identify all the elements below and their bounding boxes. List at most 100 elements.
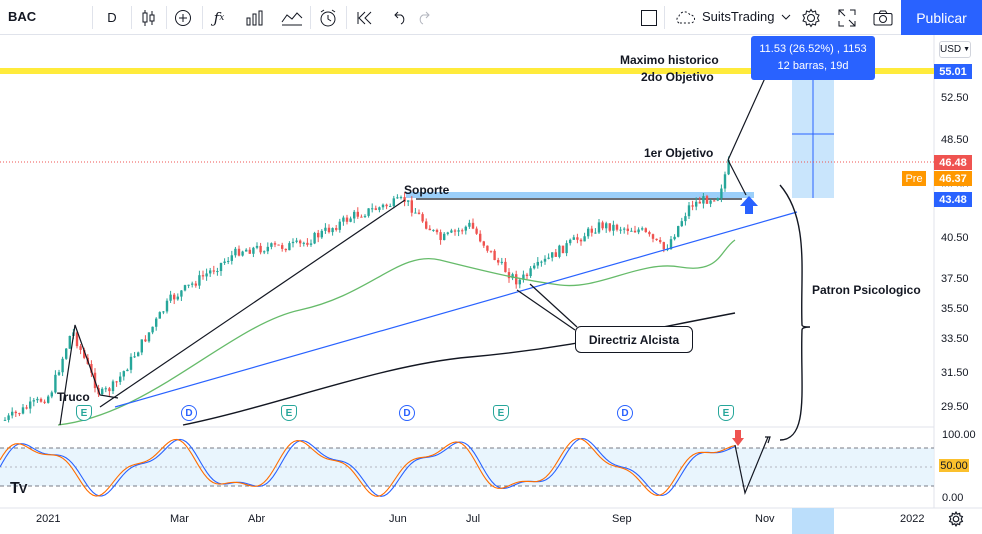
candle-body	[248, 249, 251, 254]
candle-body	[432, 229, 435, 231]
publish-button[interactable]: Publicar	[901, 0, 982, 35]
candle-body	[569, 239, 572, 244]
candle-body	[90, 364, 93, 373]
candle-body	[18, 413, 21, 415]
annotation-trick[interactable]: Truco	[57, 390, 90, 404]
candles-icon[interactable]	[138, 5, 160, 30]
candle-body	[68, 336, 71, 349]
candle-body	[576, 237, 579, 240]
callout-trendline[interactable]: Directriz Alcista	[575, 326, 693, 353]
candle-body	[543, 258, 547, 262]
annotation-first-target[interactable]: 1er Objetivo	[644, 146, 714, 160]
candle-body	[461, 230, 464, 232]
tradingview-logo: TV	[10, 480, 27, 497]
annotation-pattern[interactable]: Patron Psicologico	[812, 283, 921, 297]
osc-tick: 0.00	[942, 492, 964, 504]
candle-body	[255, 245, 259, 248]
candle-body	[515, 274, 518, 285]
up-arrow-icon	[740, 196, 758, 214]
alert-icon[interactable]	[317, 5, 339, 30]
candle-body	[533, 265, 536, 269]
toolbar-divider	[202, 6, 203, 29]
trendline-blue	[114, 211, 798, 408]
price-tick: 31.50	[941, 367, 969, 379]
undo-icon[interactable]	[388, 5, 410, 30]
templates-icon[interactable]	[244, 5, 266, 30]
fullscreen-icon[interactable]	[836, 5, 858, 30]
gear-icon[interactable]	[948, 511, 964, 527]
symbol-search[interactable]: BAC	[8, 9, 37, 24]
chart-style-icon[interactable]	[280, 5, 304, 30]
annotation-max-historic[interactable]: Maximo historico	[620, 53, 719, 67]
candle-body	[119, 376, 122, 382]
candle-body	[407, 200, 410, 202]
cloud-icon	[676, 10, 695, 23]
candle-body	[561, 245, 565, 254]
dividend-icon[interactable]: D	[617, 405, 633, 421]
candle-body	[403, 197, 406, 202]
candle-body	[108, 388, 111, 392]
candle-body	[320, 230, 323, 238]
toolbar-divider	[92, 6, 93, 29]
candle-body	[259, 245, 262, 253]
candle-body	[353, 211, 356, 219]
candle-body	[468, 222, 471, 227]
candle-body	[317, 232, 320, 238]
candle-body	[536, 261, 539, 266]
candle-body	[173, 294, 176, 300]
candle-body	[363, 215, 367, 217]
candle-body	[698, 201, 701, 204]
candle-body	[687, 205, 691, 217]
interval-button[interactable]: D	[107, 10, 117, 25]
candle-body	[273, 243, 277, 245]
candle-body	[191, 283, 194, 285]
candle-body	[381, 204, 385, 208]
layout-icon[interactable]	[638, 5, 660, 30]
candle-body	[227, 260, 230, 262]
candle-body	[104, 388, 107, 390]
annotation-support[interactable]: Soporte	[404, 183, 450, 197]
add-compare-icon[interactable]	[172, 5, 194, 30]
candle-body	[137, 352, 140, 357]
candle-body	[288, 243, 291, 251]
settings-icon[interactable]	[800, 5, 822, 30]
candle-body	[36, 398, 39, 401]
candle-body	[493, 250, 496, 261]
candle-body	[486, 245, 489, 251]
candle-body	[428, 228, 431, 231]
osc-tick: 100.00	[942, 429, 976, 441]
annotation-second-target[interactable]: 2do Objetivo	[641, 70, 714, 84]
currency-select[interactable]: USD ▼	[939, 41, 971, 58]
candle-body	[21, 407, 25, 414]
candle-body	[165, 300, 169, 312]
price-chart[interactable]	[0, 35, 982, 534]
dividend-icon[interactable]: D	[181, 405, 197, 421]
replay-icon[interactable]	[354, 5, 376, 30]
candle-body	[558, 245, 561, 257]
earnings-icon[interactable]: E	[76, 405, 92, 421]
candle-body	[111, 381, 115, 392]
candle-body	[284, 248, 287, 251]
candle-body	[522, 274, 525, 280]
candle-body	[680, 221, 683, 227]
earnings-icon[interactable]: E	[281, 405, 297, 421]
candle-body	[691, 205, 694, 207]
candle-body	[14, 411, 17, 414]
account-menu[interactable]: SuitsTrading	[674, 9, 791, 24]
price-tick: 35.50	[941, 303, 969, 315]
candle-body	[511, 274, 514, 279]
candle-body	[450, 230, 453, 233]
camera-icon[interactable]	[872, 5, 894, 30]
candle-body	[126, 369, 129, 372]
measure-label[interactable]: 11.53 (26.52%) , 1153 12 barras, 19d	[751, 36, 875, 80]
candle-body	[601, 222, 604, 229]
candle-body	[176, 296, 179, 300]
candle-body	[263, 251, 266, 253]
redo-icon[interactable]	[414, 5, 436, 30]
time-tick: 2021	[36, 513, 61, 525]
stoch-d-line	[0, 437, 736, 497]
earnings-icon[interactable]: E	[718, 405, 734, 421]
dividend-icon[interactable]: D	[399, 405, 415, 421]
earnings-icon[interactable]: E	[493, 405, 509, 421]
